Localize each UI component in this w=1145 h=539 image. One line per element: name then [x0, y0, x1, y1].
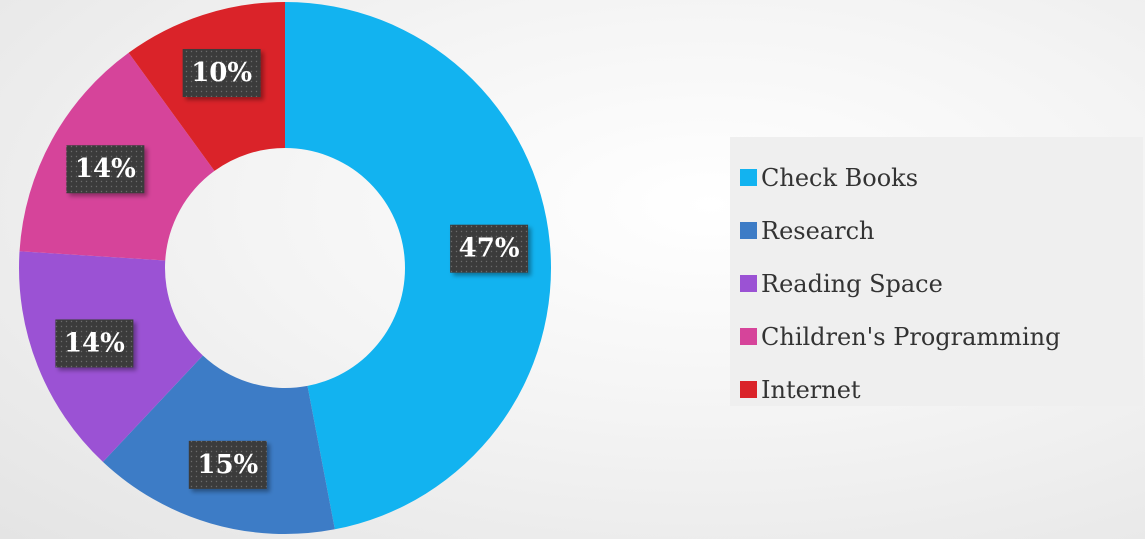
data-label-box	[450, 224, 529, 273]
legend-swatch-reading-space	[740, 275, 757, 292]
legend-swatch-research	[740, 222, 757, 239]
data-label-box	[66, 145, 145, 194]
labels-group: 47% 15% 14% 14% 10%	[55, 49, 529, 489]
data-label-check-books: 47%	[450, 224, 529, 273]
data-label-box	[182, 49, 261, 98]
legend-label-reading-space: Reading Space	[761, 269, 943, 298]
data-label-research: 15%	[188, 440, 267, 489]
legend-item-research: Research	[740, 204, 1143, 257]
legend-swatch-childrens-programming	[740, 328, 757, 345]
legend-item-reading-space: Reading Space	[740, 257, 1143, 310]
slice-check-books	[285, 2, 552, 530]
legend: Check Books Research Reading Space Child…	[730, 137, 1143, 406]
data-label-text: 10%	[191, 58, 252, 88]
data-label-text: 14%	[64, 328, 125, 358]
data-label-text: 47%	[459, 234, 520, 264]
legend-item-childrens-programming: Children's Programming	[740, 310, 1143, 363]
legend-label-research: Research	[761, 216, 875, 245]
legend-item-internet: Internet	[740, 363, 1143, 416]
legend-label-childrens-programming: Children's Programming	[761, 322, 1061, 351]
data-label-text: 14%	[75, 154, 136, 184]
legend-swatch-internet	[740, 381, 757, 398]
data-label-internet: 10%	[182, 49, 261, 98]
legend-label-internet: Internet	[761, 375, 861, 404]
legend-item-check-books: Check Books	[740, 151, 1143, 204]
data-label-text: 15%	[197, 450, 258, 480]
data-label-children-s-programming: 14%	[66, 145, 145, 194]
data-label-box	[188, 440, 267, 489]
data-label-box	[55, 319, 134, 368]
legend-swatch-check-books	[740, 169, 757, 186]
legend-label-check-books: Check Books	[761, 163, 919, 192]
data-label-reading-space: 14%	[55, 319, 134, 368]
